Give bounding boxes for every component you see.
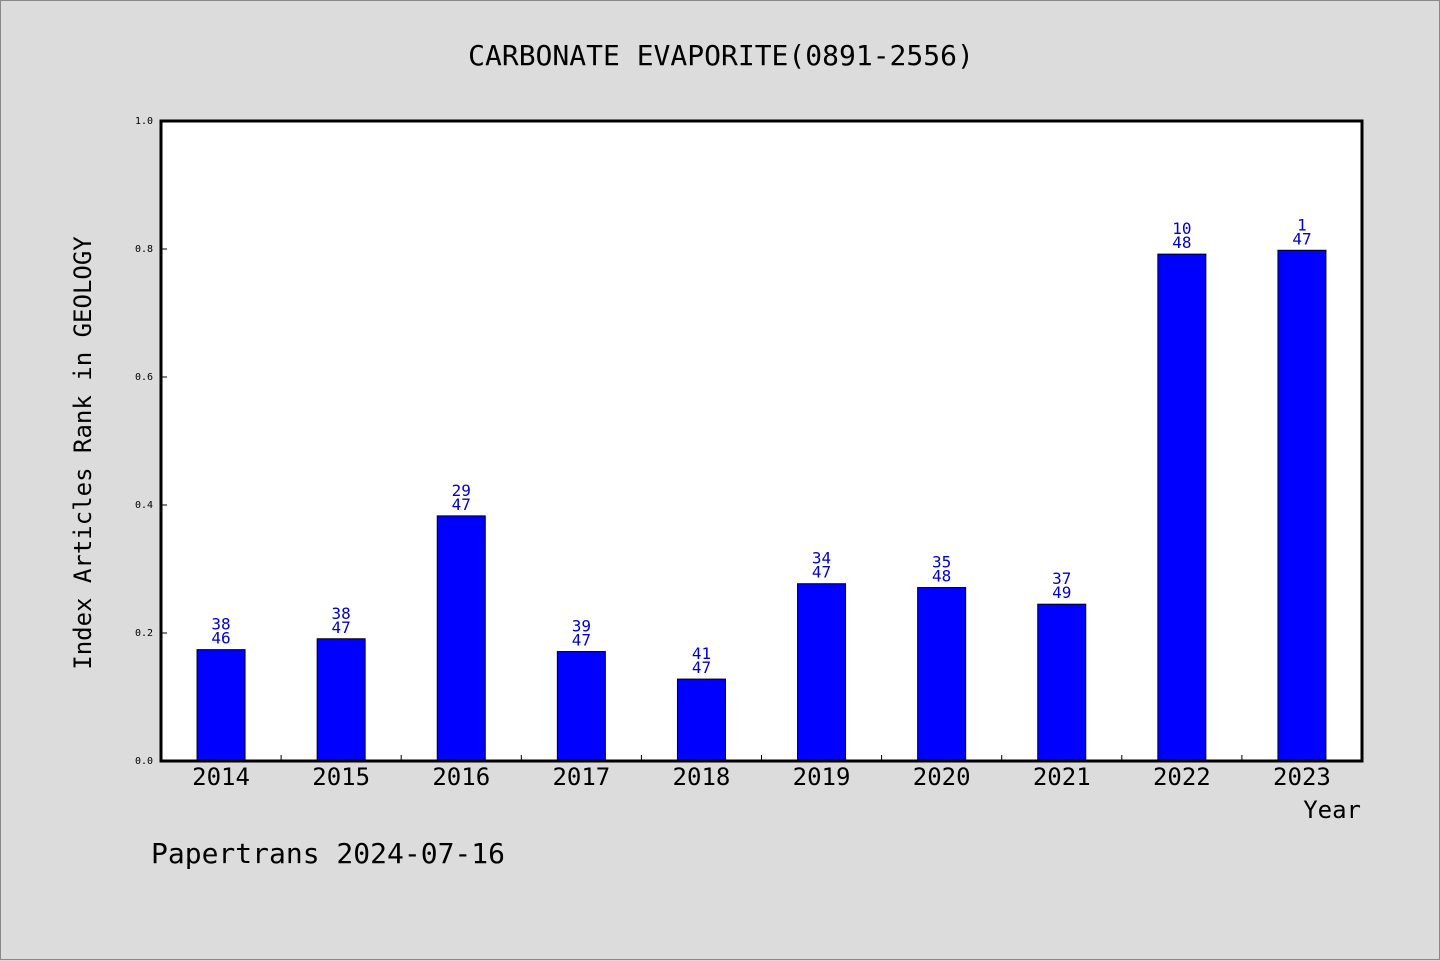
y-tick-label: 1.0 [135,116,153,127]
bar [797,583,847,762]
bar-rank-label: 41 [692,644,711,663]
bar-rank-label: 38 [332,604,351,623]
bar-rank-label: 35 [932,553,951,572]
bar [1157,253,1207,762]
bar-rank-label: 38 [211,615,230,634]
bar [196,649,246,762]
x-tick-label: 2017 [552,763,610,791]
x-tick-label: 2021 [1033,763,1091,791]
bar-total-label: 47 [452,495,471,514]
bar-rank-label: 34 [812,549,831,568]
bar-rank-label: 10 [1172,219,1191,238]
bar-rank-label: 39 [572,617,591,636]
x-tick-label: 2015 [312,763,370,791]
bar [316,638,366,762]
bar-total-label: 47 [812,563,831,582]
bar-total-label: 48 [1172,233,1191,252]
y-axis-label: Index Articles Rank in GEOLOGY [69,236,97,670]
x-tick-label: 2016 [432,763,490,791]
bars-group [196,249,1327,762]
bar-rank-label: 29 [452,481,471,500]
x-tick-label: 2023 [1273,763,1331,791]
x-axis-label: Year [1303,796,1361,824]
bar [556,651,606,762]
bar-total-label: 47 [332,618,351,637]
bar [1037,603,1087,762]
bar-total-label: 48 [932,567,951,586]
y-tick-label: 0.0 [135,756,153,767]
y-tick-label: 0.2 [135,628,153,639]
bar [436,515,486,762]
y-tick-label: 0.8 [135,244,153,255]
bar [1277,249,1327,762]
bar-total-label: 47 [692,658,711,677]
x-tick-label: 2018 [673,763,731,791]
chart-title: CARBONATE EVAPORITE(0891-2556) [468,39,974,72]
bar-total-label: 46 [211,629,230,648]
bar [917,587,967,762]
footer-text: Papertrans 2024-07-16 [151,837,505,870]
bar-rank-label: 37 [1052,569,1071,588]
x-tick-label: 2019 [793,763,851,791]
plot-border [159,119,1364,763]
bar [676,678,726,762]
x-tick-label: 2020 [913,763,971,791]
x-tick-label: 2022 [1153,763,1211,791]
x-tick-label: 2014 [192,763,250,791]
bar-total-label: 47 [572,631,591,650]
bar-rank-label: 1 [1297,215,1307,234]
y-tick-label: 0.4 [135,500,153,511]
y-tick-label: 0.6 [135,372,153,383]
x-axis-ticks: 2014 2015 2016 2017 2018 2019 2020 2021 2022 2023 [192,755,1331,791]
bar-total-label: 47 [1292,229,1311,248]
bar-total-label: 49 [1052,583,1071,602]
